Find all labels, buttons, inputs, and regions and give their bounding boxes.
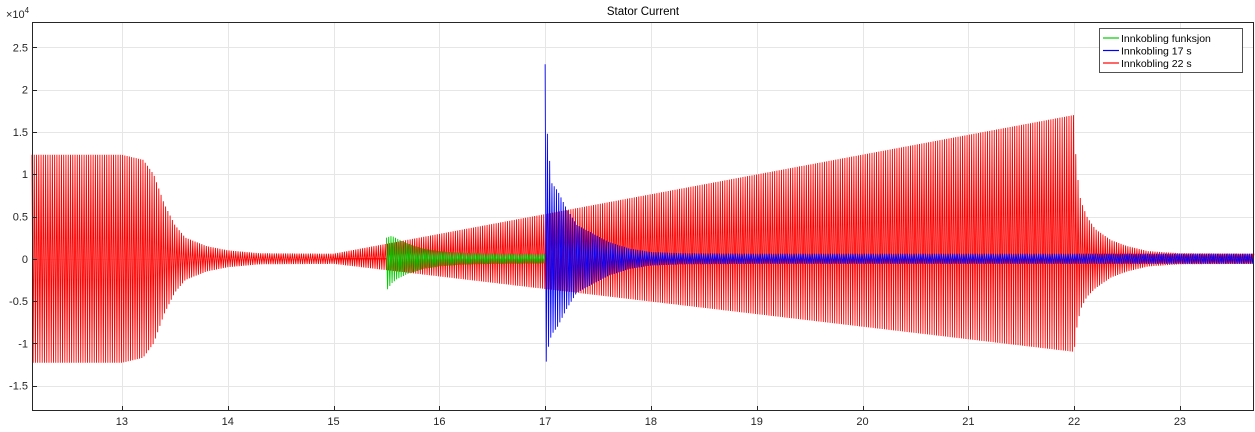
x-tick-label: 15 <box>327 416 339 428</box>
legend-label: Innkobling funksjon <box>1121 33 1211 45</box>
tick-marks <box>32 47 1181 411</box>
plot-frame <box>32 22 1254 411</box>
x-tick-label: 14 <box>222 416 234 428</box>
y-tick-label: 2 <box>22 85 28 97</box>
series-line-0 <box>385 236 546 290</box>
y-tick-label: -1.5 <box>9 381 28 393</box>
y-tick-label: 0 <box>22 254 28 266</box>
series-line-1 <box>544 64 1255 362</box>
x-tick-label: 20 <box>856 416 868 428</box>
x-tick-label: 18 <box>645 416 657 428</box>
x-tick-label: 19 <box>751 416 763 428</box>
series-line-2 <box>31 115 1254 363</box>
y-exponent-label: ×104 <box>6 6 30 21</box>
legend-box <box>1099 28 1243 73</box>
y-tick-label: -0.5 <box>9 296 28 308</box>
y-tick-label: 0.5 <box>13 212 28 224</box>
x-tick-label: 16 <box>433 416 445 428</box>
chart-title: Stator Current <box>607 6 680 18</box>
y-tick-label: 2.5 <box>13 42 28 54</box>
legend-label: Innkobling 22 s <box>1121 58 1192 70</box>
tick-labels: 13 14 15 16 17 18 19 20 21 22 23 -1.5 -1 -0.5 0 0.5 1 1.5… <box>9 42 1186 428</box>
x-tick-label: 23 <box>1174 416 1186 428</box>
x-tick-label: 22 <box>1068 416 1080 428</box>
y-tick-label: 1 <box>22 169 28 181</box>
x-tick-label: 13 <box>116 416 128 428</box>
series-layer <box>31 64 1255 363</box>
x-tick-label: 21 <box>962 416 974 428</box>
x-tick-label: 17 <box>539 416 551 428</box>
legend-label: Innkobling 17 s <box>1121 46 1192 58</box>
y-tick-label: 1.5 <box>13 127 28 139</box>
y-tick-label: -1 <box>18 338 28 350</box>
